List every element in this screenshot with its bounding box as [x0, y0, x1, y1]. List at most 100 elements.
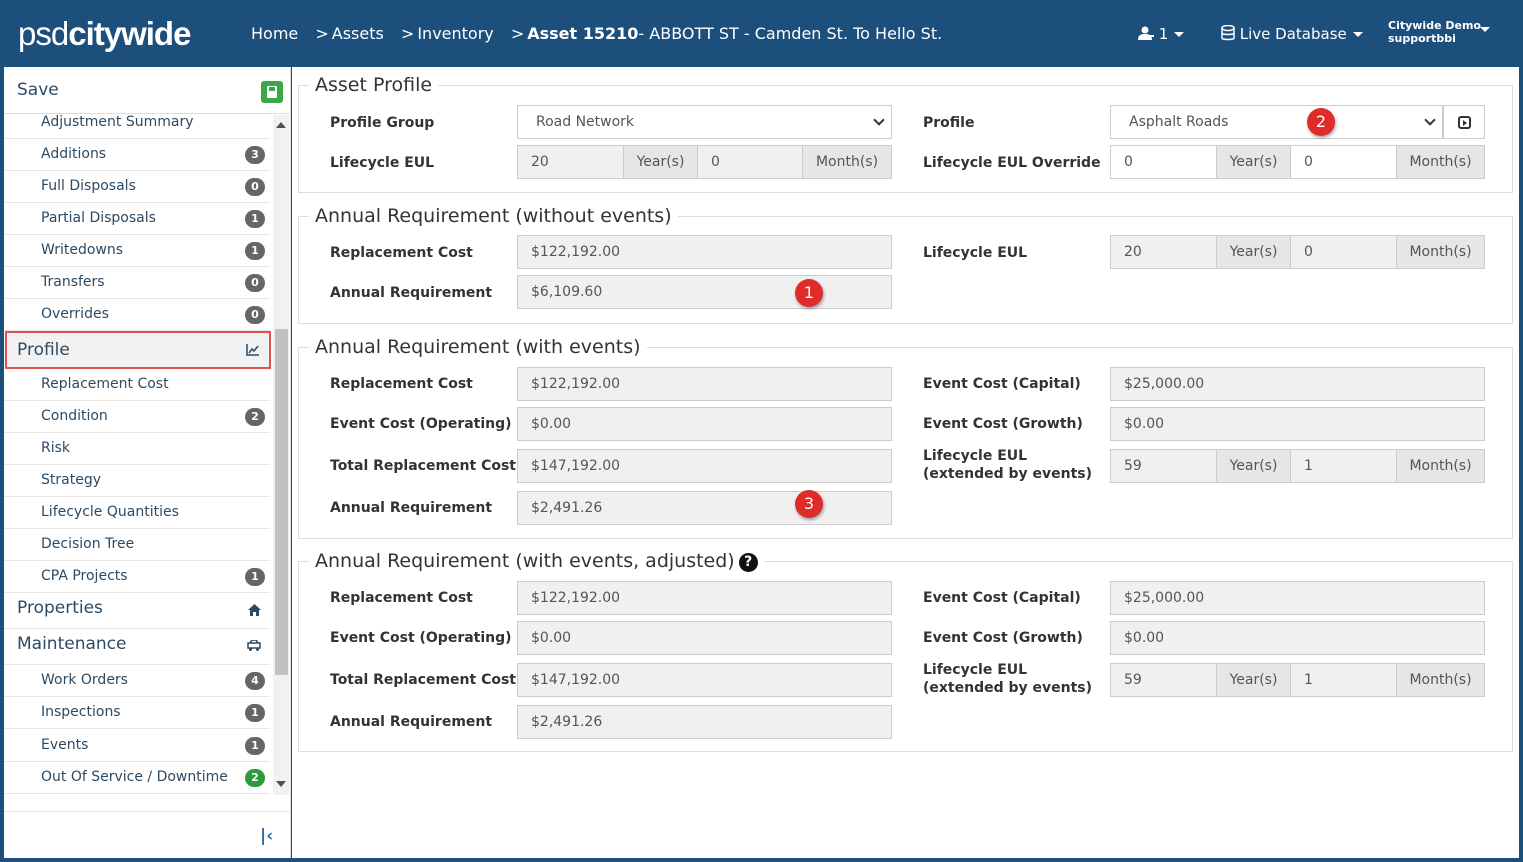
sidebar-item-cpa-projects[interactable]: CPA Projects 1 — [4, 561, 270, 593]
eul-years-field: 59 — [1110, 449, 1217, 483]
psdcitywide-logo[interactable]: psdcitywide — [18, 14, 191, 54]
months-unit-addon: Month(s) — [1396, 235, 1485, 269]
sidebar-item-overrides[interactable]: Overrides 0 — [4, 299, 270, 331]
chevron-down-icon — [1424, 114, 1436, 126]
collapse-sidebar-icon[interactable]: |‹ — [260, 826, 274, 846]
sidebar-item-label: Work Orders — [41, 672, 128, 688]
chevron-down-icon — [873, 114, 885, 126]
annual-adjusted-section: Annual Requirement (with events, adjuste… — [298, 550, 1513, 752]
annual-requirement-field: $2,491.26 — [517, 491, 892, 525]
sidebar-scrollbar-thumb[interactable] — [275, 329, 288, 675]
count-badge: 2 — [245, 408, 265, 426]
sidebar-item-replacement-cost[interactable]: Replacement Cost — [4, 369, 270, 401]
section-title: Annual Requirement (with events, adjuste… — [309, 550, 764, 572]
open-profile-button[interactable] — [1443, 105, 1485, 139]
breadcrumb-inventory[interactable]: Inventory — [417, 24, 494, 43]
sidebar-item-label: Full Disposals — [41, 178, 136, 194]
eul-months-input: 0 — [697, 145, 803, 179]
profile-group-label: Profile Group — [330, 115, 435, 131]
database-dropdown[interactable]: Live Database — [1221, 24, 1363, 44]
eul-override-years-input[interactable]: 0 — [1110, 145, 1217, 179]
sidebar-item-maintenance[interactable]: Maintenance — [4, 629, 270, 665]
eul-override-label: Lifecycle EUL Override — [923, 155, 1101, 171]
replacement-cost-field: $122,192.00 — [517, 367, 892, 401]
count-badge: 1 — [245, 737, 265, 755]
profile-group-value: Road Network — [536, 114, 635, 130]
sidebar-item-out-of-service[interactable]: Out Of Service / Downtime 2 — [4, 762, 270, 794]
sidebar-item-events[interactable]: Events 1 — [4, 730, 270, 762]
sidebar-item-condition[interactable]: Condition 2 — [4, 401, 270, 433]
event-cost-capital-field: $25,000.00 — [1110, 367, 1485, 401]
save-icon[interactable] — [261, 81, 283, 103]
eul-years-field: 20 — [1110, 235, 1217, 269]
eul-extended-label: Lifecycle EUL (extended by events) — [923, 448, 1093, 482]
eul-months-field: 1 — [1290, 449, 1397, 483]
sidebar-item-label: Lifecycle Quantities — [41, 504, 179, 520]
external-link-icon — [1458, 116, 1471, 129]
sidebar-item-adjustment-summary[interactable]: Adjustment Summary — [4, 115, 270, 139]
years-unit-addon: Year(s) — [1216, 145, 1291, 179]
annual-requirement-field: $2,491.26 — [517, 705, 892, 739]
sidebar-item-partial-disposals[interactable]: Partial Disposals 1 — [4, 203, 270, 235]
database-icon — [1221, 24, 1235, 41]
event-cost-growth-field: $0.00 — [1110, 407, 1485, 441]
replacement-cost-label: Replacement Cost — [330, 376, 473, 392]
sidebar-item-label: CPA Projects — [41, 568, 128, 584]
replacement-cost-label: Replacement Cost — [330, 590, 473, 606]
annual-requirement-label: Annual Requirement — [330, 714, 493, 730]
breadcrumb-separator: > — [400, 24, 415, 43]
sidebar-footer: |‹ — [4, 811, 291, 858]
section-title: Annual Requirement (with events) — [309, 336, 647, 358]
eul-months-field: 1 — [1290, 663, 1397, 697]
annotation-marker-2: 2 — [1307, 108, 1335, 136]
sidebar-item-label: Writedowns — [41, 242, 124, 258]
breadcrumb-home[interactable]: Home — [251, 24, 299, 43]
sidebar-item-properties[interactable]: Properties — [4, 593, 270, 629]
save-label: Save — [17, 80, 59, 100]
sidebar-item-label: Risk — [41, 440, 71, 456]
breadcrumb-assets[interactable]: Assets — [331, 24, 384, 43]
database-name: Live Database — [1239, 25, 1347, 43]
event-cost-growth-label: Event Cost (Growth) — [923, 416, 1083, 432]
scroll-down-arrow-icon[interactable] — [276, 781, 286, 787]
home-icon — [247, 604, 261, 618]
total-replacement-cost-field: $147,192.00 — [517, 663, 892, 697]
sidebar-item-decision-tree[interactable]: Decision Tree — [4, 529, 270, 561]
question-circle-icon[interactable]: ? — [738, 553, 758, 572]
chart-line-icon — [245, 344, 259, 358]
event-cost-growth-label: Event Cost (Growth) — [923, 630, 1083, 646]
sidebar-item-profile[interactable]: Profile — [5, 331, 271, 369]
sidebar-item-lifecycle-quantities[interactable]: Lifecycle Quantities — [4, 497, 270, 529]
event-cost-operating-label: Event Cost (Operating) — [330, 416, 512, 432]
profile-group-select[interactable]: Road Network — [517, 105, 892, 139]
user-count-dropdown[interactable]: 1 — [1138, 24, 1185, 44]
sidebar-item-transfers[interactable]: Transfers 0 — [4, 267, 270, 299]
scroll-up-arrow-icon[interactable] — [276, 122, 286, 128]
event-cost-capital-label: Event Cost (Capital) — [923, 376, 1081, 392]
eul-override-months-input[interactable]: 0 — [1290, 145, 1397, 179]
replacement-cost-field: $122,192.00 — [517, 581, 892, 615]
event-cost-operating-label: Event Cost (Operating) — [330, 630, 512, 646]
sidebar-item-inspections[interactable]: Inspections 1 — [4, 697, 270, 729]
sidebar-item-label: Additions — [41, 146, 107, 162]
lifecycle-eul-label: Lifecycle EUL — [923, 245, 1028, 261]
sidebar-item-additions[interactable]: Additions 3 — [4, 139, 270, 171]
profile-value: Asphalt Roads — [1129, 114, 1229, 130]
profile-select[interactable]: Asphalt Roads — [1110, 105, 1443, 139]
breadcrumb-separator: > — [315, 24, 329, 43]
eul-extended-label: Lifecycle EUL (extended by events) — [923, 662, 1093, 696]
sidebar-item-label: Properties — [17, 598, 103, 618]
sidebar-item-label: Maintenance — [17, 634, 127, 654]
sidebar-item-work-orders[interactable]: Work Orders 4 — [4, 665, 270, 697]
annotation-marker-3: 3 — [795, 490, 823, 518]
count-badge: 0 — [245, 306, 265, 324]
sidebar-item-full-disposals[interactable]: Full Disposals 0 — [4, 171, 270, 203]
years-unit-addon: Year(s) — [1216, 449, 1291, 483]
sidebar-item-risk[interactable]: Risk — [4, 433, 270, 465]
save-row[interactable]: Save — [4, 67, 291, 114]
account-menu[interactable]: Citywide Demo supportbbi — [1388, 19, 1490, 45]
section-title-text: Annual Requirement (with events, adjuste… — [315, 550, 735, 572]
sidebar-item-strategy[interactable]: Strategy — [4, 465, 270, 497]
count-badge: 1 — [245, 704, 265, 722]
sidebar-item-writedowns[interactable]: Writedowns 1 — [4, 235, 270, 267]
